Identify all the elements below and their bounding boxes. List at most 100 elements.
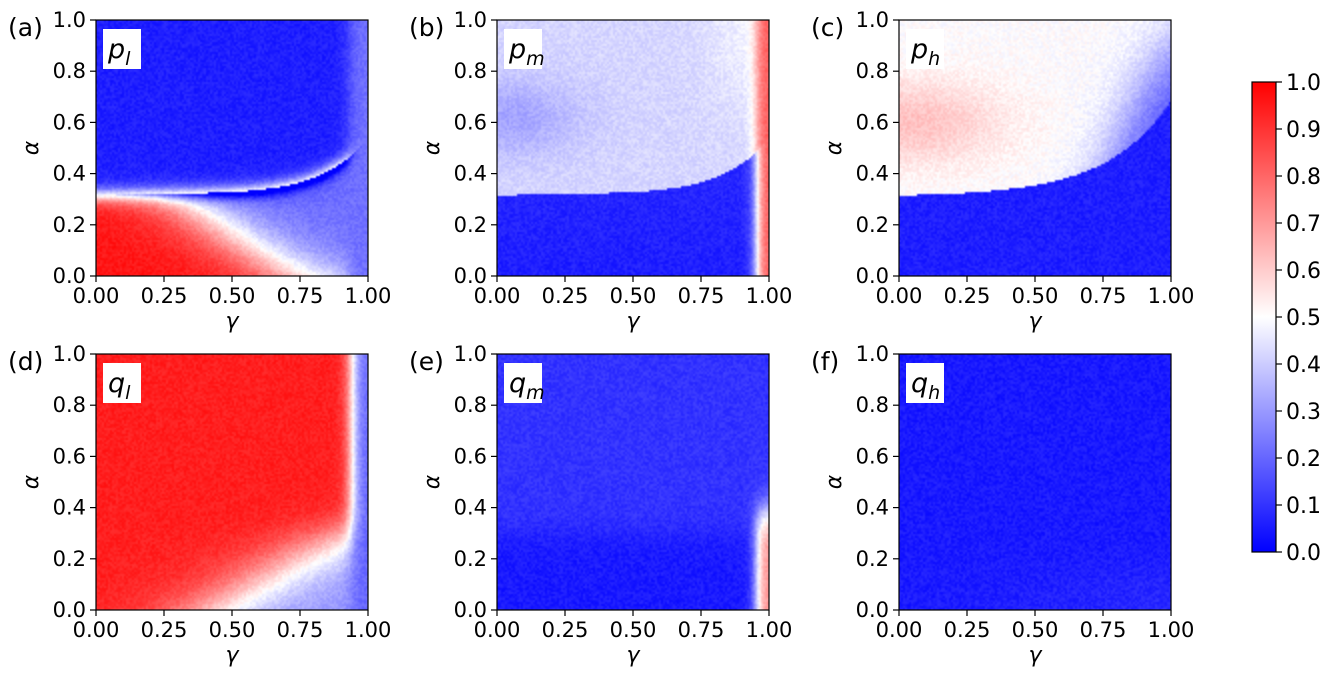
- x-tick-label: 0.25: [141, 618, 188, 642]
- x-tick-label: 0.25: [542, 618, 589, 642]
- y-tick-label: 0.8: [856, 59, 889, 83]
- panel-pl: 0.00 0.25 0.50 0.75 1.00 0.0 0.2 0.4 0.6 0.8 1.0 γ α…: [8, 8, 391, 334]
- colorbar: 0.0 0.1 0.2 0.3 0.4 0.5 0.6 0.7 0.8 0.9 1.0: [1251, 71, 1321, 566]
- panel-label-box: [504, 363, 542, 403]
- x-tick-label: 0.00: [876, 618, 923, 642]
- x-tick-label: 1.00: [1148, 284, 1195, 308]
- y-tick-label: 0.6: [856, 444, 889, 468]
- x-tick-label: 0.75: [277, 284, 324, 308]
- y-tick-label: 0.4: [53, 162, 86, 186]
- x-tick-label: 1.00: [345, 618, 392, 642]
- panel-label: qh: [911, 368, 940, 404]
- x-tick-label: 0.25: [944, 284, 991, 308]
- x-tick-label: 0.50: [209, 284, 256, 308]
- panel-label-box: [906, 29, 944, 69]
- x-tick-label: 0.00: [73, 618, 120, 642]
- panel-qh: 0.00 0.25 0.50 0.75 1.00 0.0 0.2 0.4 0.6 0.8 1.0 γ α…: [811, 342, 1194, 668]
- y-tick-label: 0.4: [53, 496, 86, 520]
- x-axis-label: γ: [626, 309, 640, 334]
- colorbar-tick-label: 0.7: [1286, 212, 1321, 237]
- x-tick-label: 1.00: [1148, 618, 1195, 642]
- panel-label: pm: [508, 34, 545, 70]
- panel-label: ql: [108, 368, 131, 404]
- x-tick-label: 1.00: [746, 618, 793, 642]
- heatmap-qm: [497, 354, 769, 610]
- panel-label: qm: [509, 368, 545, 404]
- panel-label-box: [103, 363, 141, 403]
- panel-label-box: [103, 29, 141, 69]
- y-tick-label: 1.0: [53, 8, 86, 32]
- x-tick-label: 0.50: [610, 618, 657, 642]
- y-tick-label: 0.2: [856, 547, 889, 571]
- y-tick-label: 0.2: [454, 547, 487, 571]
- y-tick-label: 1.0: [856, 8, 889, 32]
- colorbar-gradient: [1251, 81, 1277, 553]
- y-axis-label: α: [822, 474, 847, 489]
- colorbar-tick-label: 0.6: [1286, 259, 1321, 284]
- y-tick-label: 0.0: [454, 264, 487, 288]
- x-tick-label: 1.00: [746, 284, 793, 308]
- panel-qm: 0.00 0.25 0.50 0.75 1.00 0.0 0.2 0.4 0.6 0.8 1.0 γ α…: [409, 342, 792, 668]
- y-axis-label: α: [822, 140, 847, 155]
- y-tick-label: 0.8: [53, 393, 86, 417]
- x-tick-label: 0.00: [73, 284, 120, 308]
- x-tick-label: 0.75: [277, 618, 324, 642]
- y-tick-label: 0.6: [53, 444, 86, 468]
- panel-letter: (f): [811, 347, 839, 376]
- panel-letter: (a): [8, 13, 43, 42]
- colorbar-tick-label: 1.0: [1286, 71, 1321, 96]
- x-tick-label: 0.75: [678, 618, 725, 642]
- y-tick-label: 0.8: [53, 59, 86, 83]
- y-tick-label: 0.2: [53, 213, 86, 237]
- x-tick-label: 0.50: [610, 284, 657, 308]
- y-tick-label: 0.0: [53, 598, 86, 622]
- heatmap-qh: [899, 354, 1171, 610]
- x-axis-label: γ: [1028, 643, 1042, 668]
- heatmap-pm: [497, 20, 769, 276]
- x-axis-label: γ: [1028, 309, 1042, 334]
- x-tick-label: 0.00: [876, 284, 923, 308]
- colorbar-tick-label: 0.5: [1286, 306, 1321, 331]
- x-tick-label: 0.75: [1080, 618, 1127, 642]
- x-axis-label: γ: [626, 643, 640, 668]
- panel-ql: 0.00 0.25 0.50 0.75 1.00 0.0 0.2 0.4 0.6 0.8 1.0 γ α…: [8, 342, 391, 668]
- heatmap-pl: [96, 20, 368, 276]
- y-tick-label: 0.4: [454, 162, 487, 186]
- y-tick-label: 0.4: [856, 162, 889, 186]
- y-tick-label: 0.0: [856, 264, 889, 288]
- colorbar-tick-label: 0.0: [1286, 541, 1321, 566]
- y-tick-label: 0.0: [454, 598, 487, 622]
- x-tick-label: 0.50: [1012, 618, 1059, 642]
- colorbar-tick-label: 0.2: [1286, 447, 1321, 472]
- x-axis-label: γ: [225, 643, 239, 668]
- panel-label: ph: [910, 34, 940, 70]
- colorbar-tick-label: 0.9: [1286, 118, 1321, 143]
- y-tick-label: 0.2: [53, 547, 86, 571]
- panel-pm: 0.00 0.25 0.50 0.75 1.00 0.0 0.2 0.4 0.6 0.8 1.0 γ α…: [409, 8, 792, 334]
- colorbar-tick-label: 0.4: [1286, 353, 1321, 378]
- panel-letter: (e): [409, 347, 444, 376]
- y-tick-label: 0.0: [856, 598, 889, 622]
- x-tick-label: 0.00: [474, 284, 521, 308]
- y-tick-label: 1.0: [454, 342, 487, 366]
- y-tick-label: 0.6: [454, 444, 487, 468]
- x-tick-label: 0.25: [141, 284, 188, 308]
- y-axis-label: α: [19, 140, 44, 155]
- x-tick-label: 0.50: [1012, 284, 1059, 308]
- y-axis-label: α: [19, 474, 44, 489]
- x-tick-label: 0.25: [944, 618, 991, 642]
- heatmap-ql: [96, 354, 368, 610]
- y-tick-label: 0.6: [454, 110, 487, 134]
- x-axis-label: γ: [225, 309, 239, 334]
- y-tick-label: 0.2: [856, 213, 889, 237]
- y-tick-label: 0.8: [454, 393, 487, 417]
- y-tick-label: 0.6: [856, 110, 889, 134]
- y-axis-label: α: [420, 474, 445, 489]
- y-tick-label: 1.0: [53, 342, 86, 366]
- y-tick-label: 0.6: [53, 110, 86, 134]
- panel-label: pl: [107, 34, 131, 70]
- x-tick-label: 1.00: [345, 284, 392, 308]
- x-tick-label: 0.75: [678, 284, 725, 308]
- y-tick-label: 0.0: [53, 264, 86, 288]
- panel-letter: (b): [409, 13, 444, 42]
